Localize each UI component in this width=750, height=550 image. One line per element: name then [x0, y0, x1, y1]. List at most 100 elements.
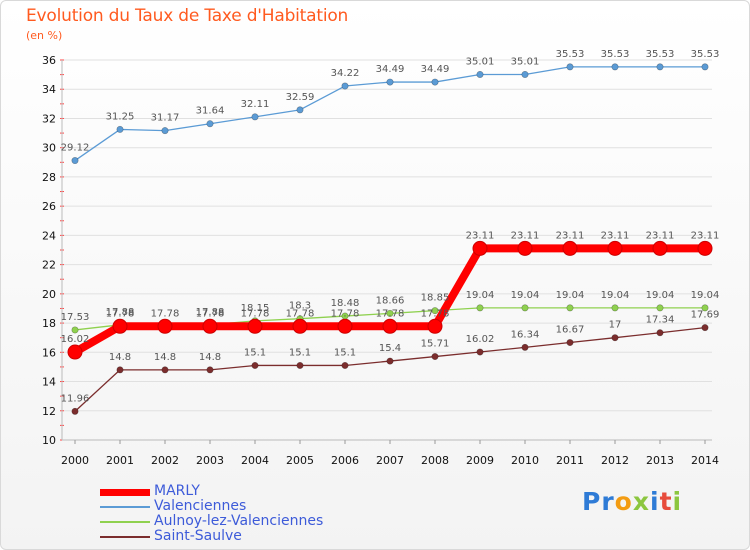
- data-label-marly: 17.78: [376, 308, 405, 319]
- logo-letter: t: [659, 487, 673, 516]
- data-label-marly: 17.78: [241, 308, 270, 319]
- data-point-aulnoy-lez-valenciennes: [431, 307, 439, 315]
- data-point-valenciennes: [161, 127, 169, 135]
- data-label-marly: 23.11: [691, 230, 720, 241]
- data-point-saint-saulve: [296, 361, 304, 369]
- y-tick-label: 34: [42, 83, 56, 96]
- data-point-valenciennes: [701, 63, 709, 71]
- data-label-marly: 23.11: [466, 230, 495, 241]
- data-point-aulnoy-lez-valenciennes: [386, 309, 394, 317]
- y-tick-label: 30: [42, 142, 56, 155]
- logo-letter: o: [614, 487, 633, 516]
- data-label-valenciennes: 35.01: [511, 56, 540, 67]
- y-tick-label: 18: [42, 317, 56, 330]
- chart-title: Evolution du Taux de Taxe d'Habitation: [26, 6, 349, 26]
- data-point-valenciennes: [341, 82, 349, 90]
- x-tick-label: 2010: [511, 454, 539, 467]
- data-point-marly: [157, 318, 173, 334]
- data-label-aulnoy-lez-valenciennes: 17.53: [61, 312, 90, 323]
- data-point-marly: [202, 318, 218, 334]
- x-tick-label: 2011: [556, 454, 584, 467]
- data-point-saint-saulve: [701, 324, 709, 332]
- data-point-marly: [112, 318, 128, 334]
- data-point-saint-saulve: [251, 361, 259, 369]
- data-label-marly: 17.78: [151, 308, 180, 319]
- data-label-saint-saulve: 15.71: [421, 339, 450, 350]
- legend-label-aulnoy: Aulnoy-lez-Valenciennes: [154, 513, 324, 529]
- data-point-valenciennes: [476, 70, 484, 78]
- x-tick-label: 2004: [241, 454, 269, 467]
- logo-letter: r: [601, 487, 615, 516]
- data-point-valenciennes: [296, 106, 304, 114]
- data-label-valenciennes: 35.53: [556, 49, 585, 60]
- y-tick-label: 36: [42, 54, 56, 67]
- data-label-saint-saulve: 14.8: [199, 352, 221, 363]
- y-tick-label: 22: [42, 259, 56, 272]
- data-label-marly: 17.78: [421, 308, 450, 319]
- y-tick-label: 32: [42, 112, 56, 125]
- legend-swatch-valenciennes: [100, 506, 150, 508]
- x-tick-label: 2000: [61, 454, 89, 467]
- data-point-valenciennes: [656, 63, 664, 71]
- data-label-marly: 17.78: [331, 308, 360, 319]
- data-label-marly: 16.02: [61, 334, 90, 345]
- data-label-valenciennes: 31.25: [106, 111, 135, 122]
- logo-letter: i: [672, 487, 683, 516]
- data-label-valenciennes: 32.59: [286, 92, 315, 103]
- data-label-saint-saulve: 15.1: [289, 347, 311, 358]
- data-label-valenciennes: 35.53: [691, 49, 720, 60]
- data-point-saint-saulve: [476, 348, 484, 356]
- data-label-aulnoy-lez-valenciennes: 19.04: [646, 290, 675, 301]
- logo-letter: x: [632, 487, 650, 516]
- data-point-marly: [247, 318, 263, 334]
- data-label-aulnoy-lez-valenciennes: 18.66: [376, 295, 405, 306]
- data-label-saint-saulve: 16.67: [556, 325, 585, 336]
- data-label-saint-saulve: 17: [609, 320, 622, 331]
- data-label-saint-saulve: 16.02: [466, 334, 495, 345]
- data-label-aulnoy-lez-valenciennes: 19.04: [601, 290, 630, 301]
- data-point-saint-saulve: [386, 357, 394, 365]
- data-label-aulnoy-lez-valenciennes: 19.04: [511, 290, 540, 301]
- data-label-saint-saulve: 14.8: [109, 352, 131, 363]
- data-point-marly: [607, 240, 623, 256]
- data-point-saint-saulve: [161, 366, 169, 374]
- data-point-saint-saulve: [431, 353, 439, 361]
- y-tick-label: 26: [42, 200, 56, 213]
- data-point-aulnoy-lez-valenciennes: [701, 304, 709, 312]
- data-label-aulnoy-lez-valenciennes: 19.04: [691, 290, 720, 301]
- y-tick-label: 24: [42, 229, 56, 242]
- data-point-saint-saulve: [521, 343, 529, 351]
- legend-label-valenciennes: Valenciennes: [154, 498, 247, 514]
- data-label-aulnoy-lez-valenciennes: 19.04: [466, 290, 495, 301]
- y-tick-label: 20: [42, 288, 56, 301]
- data-label-marly: 23.11: [601, 230, 630, 241]
- data-label-marly: 17.78: [106, 308, 135, 319]
- data-point-valenciennes: [431, 78, 439, 86]
- y-tick-label: 14: [42, 376, 56, 389]
- data-point-marly: [382, 318, 398, 334]
- x-tick-label: 2008: [421, 454, 449, 467]
- x-tick-label: 2013: [646, 454, 674, 467]
- data-label-aulnoy-lez-valenciennes: 18.3: [289, 301, 311, 312]
- y-tick-label: 16: [42, 346, 56, 359]
- x-tick-label: 2005: [286, 454, 314, 467]
- data-label-saint-saulve: 15.1: [244, 347, 266, 358]
- data-point-marly: [67, 344, 83, 360]
- proxiti-logo: Proxiti: [582, 487, 682, 516]
- data-point-aulnoy-lez-valenciennes: [521, 304, 529, 312]
- data-label-saint-saulve: 11.96: [61, 393, 90, 404]
- data-point-valenciennes: [206, 120, 214, 128]
- x-tick-label: 2014: [691, 454, 719, 467]
- x-tick-label: 2007: [376, 454, 404, 467]
- data-point-saint-saulve: [71, 407, 79, 415]
- data-point-valenciennes: [386, 78, 394, 86]
- data-label-valenciennes: 31.64: [196, 106, 225, 117]
- legend-label-marly: MARLY: [154, 483, 200, 499]
- data-point-aulnoy-lez-valenciennes: [566, 304, 574, 312]
- data-label-valenciennes: 34.49: [421, 64, 450, 75]
- data-label-valenciennes: 31.17: [151, 113, 180, 124]
- y-tick-label: 28: [42, 171, 56, 184]
- data-point-marly: [337, 318, 353, 334]
- data-label-valenciennes: 34.49: [376, 64, 405, 75]
